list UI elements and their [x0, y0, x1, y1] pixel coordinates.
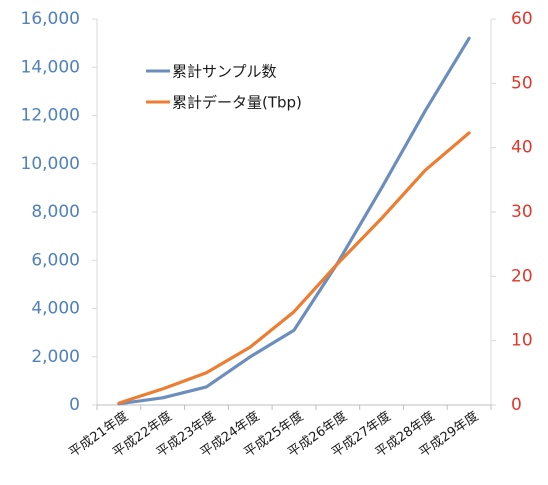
x-axis-tick-labels: 平成21年度平成22年度平成23年度平成24年度平成25年度平成26年度平成27…	[66, 405, 492, 461]
right-tick-label: 20	[511, 266, 533, 286]
series-line-samples	[117, 36, 471, 406]
left-tick-label: 0	[69, 395, 80, 415]
left-tick-label: 4,000	[31, 299, 80, 319]
legend-label-samples: 累計サンプル数	[172, 63, 277, 81]
series-lines	[117, 36, 471, 406]
right-tick-label: 40	[511, 138, 533, 158]
right-tick-label: 0	[511, 395, 522, 415]
left-tick-label: 8,000	[31, 202, 80, 222]
legend-item-data-volume: 累計データ量(Tbp)	[146, 94, 302, 112]
right-axis-ticks: 0 10 20 30 40 50 60	[491, 9, 533, 415]
right-tick-label: 50	[511, 73, 533, 93]
left-tick-label: 2,000	[31, 347, 80, 367]
left-tick-label: 6,000	[31, 250, 80, 270]
legend-item-samples: 累計サンプル数	[146, 63, 277, 81]
left-tick-label: 10,000	[21, 154, 80, 174]
legend-label-data-volume: 累計データ量(Tbp)	[172, 94, 302, 112]
series-line-data-volume	[117, 131, 471, 405]
left-tick-label: 16,000	[21, 9, 80, 29]
left-axis-ticks: 0 2,000 4,000 6,000 8,000 10,000 12,000 14,000 1…	[21, 9, 97, 415]
right-tick-label: 60	[511, 9, 533, 29]
left-tick-label: 12,000	[21, 106, 80, 126]
left-tick-label: 14,000	[21, 57, 80, 77]
legend: 累計サンプル数 累計データ量(Tbp)	[146, 63, 302, 112]
right-tick-label: 10	[511, 331, 533, 351]
right-tick-label: 30	[511, 202, 533, 222]
